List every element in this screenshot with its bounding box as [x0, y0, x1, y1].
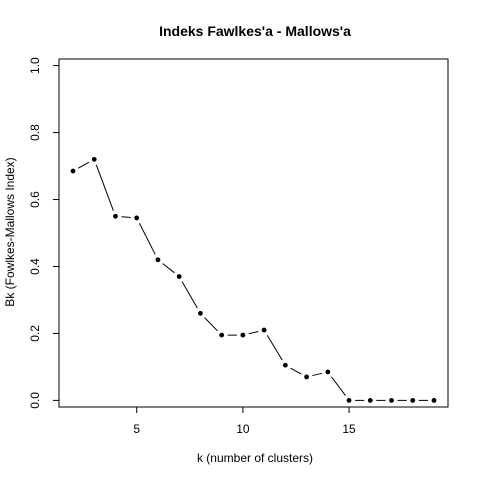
- series-line-segment: [331, 376, 346, 396]
- data-point: [240, 332, 246, 338]
- y-tick-label: 0.6: [28, 191, 42, 208]
- series-line-segment: [312, 372, 323, 377]
- y-axis-label: Bk (Fowlkes-Mallows Index): [3, 157, 17, 306]
- x-tick-label: 10: [236, 422, 250, 436]
- data-point: [431, 397, 437, 403]
- series-line-segment: [121, 216, 131, 218]
- chart-title: Indeks Fawlkes'a - Mallows'a: [159, 23, 351, 39]
- x-axis: 5 10 15: [133, 407, 356, 436]
- series-line-segment: [78, 161, 90, 169]
- data-point: [219, 332, 225, 338]
- y-tick-label: 0.0: [28, 392, 42, 409]
- data-point: [113, 213, 118, 219]
- data-point: [91, 156, 97, 162]
- x-axis-label: k (number of clusters): [197, 451, 313, 465]
- x-tick-label: 5: [133, 422, 140, 436]
- y-tick-label: 0.4: [28, 258, 42, 275]
- data-point: [198, 310, 203, 316]
- data-point: [304, 374, 309, 380]
- data-point: [325, 369, 331, 375]
- data-point: [367, 397, 373, 403]
- series-line-segment: [266, 334, 283, 361]
- series-line-segment: [181, 281, 198, 309]
- y-axis: 0.0 0.2 0.4 0.6 0.8 1.0: [28, 57, 59, 409]
- series-line-segment: [138, 223, 156, 255]
- x-tick-label: 15: [342, 422, 356, 436]
- y-tick-label: 0.8: [28, 124, 42, 141]
- data-point: [134, 215, 140, 221]
- series-layer: [70, 156, 437, 403]
- plot-box: [58, 58, 449, 408]
- series-line-segment: [162, 263, 175, 274]
- data-point: [389, 397, 394, 403]
- series-line-segment: [248, 330, 259, 335]
- data-point: [176, 274, 182, 279]
- data-point: [261, 327, 267, 333]
- data-point: [282, 362, 288, 368]
- y-tick-label: 0.2: [28, 325, 42, 342]
- y-tick-label: 1.0: [28, 57, 42, 74]
- series-line-segment: [204, 317, 218, 332]
- series-line-segment: [95, 164, 114, 211]
- series-line-segment: [290, 367, 302, 375]
- data-point: [155, 257, 161, 263]
- data-point: [70, 168, 76, 174]
- data-point: [410, 397, 416, 403]
- data-point: [346, 397, 352, 403]
